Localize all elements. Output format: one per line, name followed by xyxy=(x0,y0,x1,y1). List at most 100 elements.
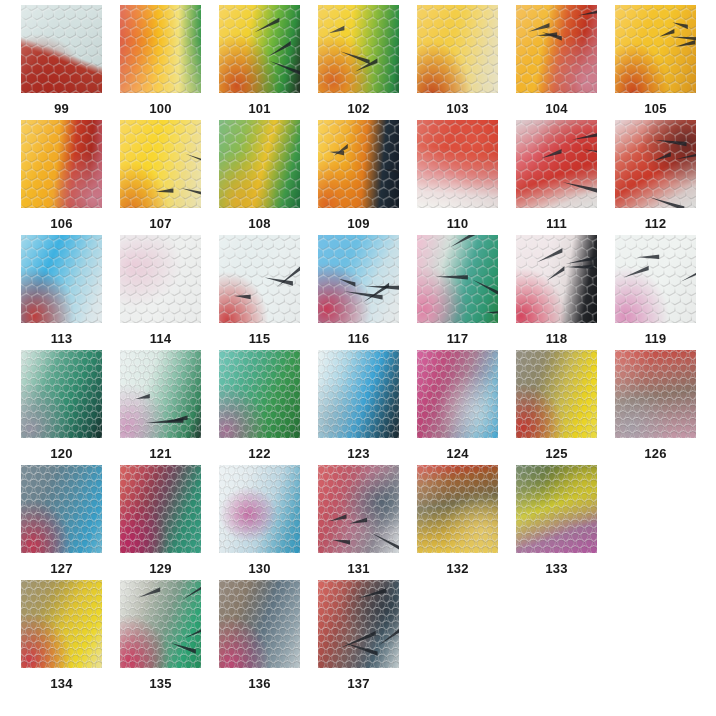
swatch-cell[interactable]: 115 xyxy=(219,235,300,345)
scale-texture-icon xyxy=(219,120,300,208)
swatch-thumbnail[interactable] xyxy=(120,5,201,93)
swatch-thumbnail[interactable] xyxy=(219,235,300,323)
swatch-cell[interactable]: 113 xyxy=(21,235,102,345)
swatch-number-label: 137 xyxy=(347,676,370,691)
swatch-thumbnail[interactable] xyxy=(219,580,300,668)
swatch-cell[interactable]: 108 xyxy=(219,120,300,230)
swatch-cell[interactable]: 132 xyxy=(417,465,498,575)
swatch-number-label: 107 xyxy=(149,216,172,231)
swatch-cell[interactable]: 107 xyxy=(120,120,201,230)
swatch-cell[interactable]: 117 xyxy=(417,235,498,345)
swatch-cell[interactable]: 109 xyxy=(318,120,399,230)
swatch-thumbnail[interactable] xyxy=(417,350,498,438)
swatch-number-label: 108 xyxy=(248,216,271,231)
swatch-thumbnail[interactable] xyxy=(516,235,597,323)
swatch-thumbnail[interactable] xyxy=(516,465,597,553)
scale-texture-icon xyxy=(615,5,696,93)
swatch-cell[interactable]: 105 xyxy=(615,5,696,115)
swatch-cell[interactable]: 101 xyxy=(219,5,300,115)
swatch-thumbnail[interactable] xyxy=(318,580,399,668)
swatch-number-label: 113 xyxy=(50,331,73,346)
swatch-cell[interactable]: 127 xyxy=(21,465,102,575)
scale-texture-icon xyxy=(21,465,102,553)
swatch-number-label: 121 xyxy=(149,446,172,461)
swatch-thumbnail[interactable] xyxy=(417,5,498,93)
swatch-cell[interactable]: 111 xyxy=(516,120,597,230)
swatch-cell[interactable]: 133 xyxy=(516,465,597,575)
swatch-thumbnail[interactable] xyxy=(219,465,300,553)
swatch-cell[interactable]: 126 xyxy=(615,350,696,460)
swatch-thumbnail[interactable] xyxy=(417,465,498,553)
swatch-number-label: 112 xyxy=(644,216,667,231)
swatch-thumbnail[interactable] xyxy=(21,465,102,553)
swatch-thumbnail[interactable] xyxy=(417,235,498,323)
swatch-cell[interactable]: 114 xyxy=(120,235,201,345)
scale-texture-icon xyxy=(120,465,201,553)
swatch-thumbnail[interactable] xyxy=(318,120,399,208)
swatch-thumbnail[interactable] xyxy=(120,580,201,668)
swatch-cell[interactable]: 110 xyxy=(417,120,498,230)
swatch-number-label: 131 xyxy=(347,561,370,576)
swatch-thumbnail[interactable] xyxy=(120,235,201,323)
swatch-number-label: 114 xyxy=(149,331,172,346)
swatch-cell[interactable]: 124 xyxy=(417,350,498,460)
swatch-cell[interactable]: 122 xyxy=(219,350,300,460)
swatch-thumbnail[interactable] xyxy=(219,350,300,438)
swatch-thumbnail[interactable] xyxy=(120,350,201,438)
swatch-thumbnail[interactable] xyxy=(318,235,399,323)
swatch-thumbnail[interactable] xyxy=(120,120,201,208)
swatch-thumbnail[interactable] xyxy=(21,5,102,93)
swatch-thumbnail[interactable] xyxy=(21,120,102,208)
swatch-thumbnail[interactable] xyxy=(219,120,300,208)
swatch-cell[interactable]: 103 xyxy=(417,5,498,115)
scale-texture-icon xyxy=(21,5,102,93)
swatch-thumbnail[interactable] xyxy=(516,350,597,438)
swatch-cell[interactable]: 136 xyxy=(219,580,300,690)
swatch-cell[interactable]: 135 xyxy=(120,580,201,690)
swatch-cell[interactable]: 125 xyxy=(516,350,597,460)
swatch-cell[interactable]: 129 xyxy=(120,465,201,575)
swatch-thumbnail[interactable] xyxy=(219,5,300,93)
swatch-cell[interactable]: 118 xyxy=(516,235,597,345)
swatch-thumbnail[interactable] xyxy=(318,350,399,438)
scale-texture-icon xyxy=(516,120,597,208)
swatch-cell[interactable]: 137 xyxy=(318,580,399,690)
swatch-thumbnail[interactable] xyxy=(21,580,102,668)
swatch-cell[interactable]: 100 xyxy=(120,5,201,115)
swatch-number-label: 111 xyxy=(546,216,567,231)
swatch-cell[interactable]: 104 xyxy=(516,5,597,115)
swatch-number-label: 103 xyxy=(446,101,469,116)
swatch-thumbnail[interactable] xyxy=(318,465,399,553)
swatch-cell[interactable]: 123 xyxy=(318,350,399,460)
swatch-cell[interactable]: 102 xyxy=(318,5,399,115)
swatch-thumbnail[interactable] xyxy=(516,120,597,208)
scale-texture-icon xyxy=(516,465,597,553)
swatch-thumbnail[interactable] xyxy=(615,350,696,438)
swatch-thumbnail[interactable] xyxy=(21,235,102,323)
swatch-cell[interactable]: 99 xyxy=(21,5,102,115)
swatch-cell[interactable]: 119 xyxy=(615,235,696,345)
swatch-cell[interactable]: 120 xyxy=(21,350,102,460)
swatch-cell[interactable]: 116 xyxy=(318,235,399,345)
scale-texture-icon xyxy=(21,580,102,668)
swatch-number-label: 124 xyxy=(446,446,469,461)
swatch-cell[interactable]: 130 xyxy=(219,465,300,575)
scale-texture-icon xyxy=(120,350,201,438)
swatch-cell[interactable]: 134 xyxy=(21,580,102,690)
swatch-cell[interactable]: 112 xyxy=(615,120,696,230)
swatch-thumbnail[interactable] xyxy=(120,465,201,553)
swatch-thumbnail[interactable] xyxy=(417,120,498,208)
scale-texture-icon xyxy=(516,235,597,323)
swatch-cell[interactable]: 121 xyxy=(120,350,201,460)
swatch-thumbnail[interactable] xyxy=(615,235,696,323)
swatch-thumbnail[interactable] xyxy=(21,350,102,438)
swatch-thumbnail[interactable] xyxy=(615,5,696,93)
swatch-thumbnail[interactable] xyxy=(516,5,597,93)
swatch-number-label: 110 xyxy=(446,216,469,231)
swatch-cell[interactable]: 106 xyxy=(21,120,102,230)
swatch-thumbnail[interactable] xyxy=(615,120,696,208)
swatch-number-label: 135 xyxy=(149,676,172,691)
swatch-thumbnail[interactable] xyxy=(318,5,399,93)
swatch-number-label: 101 xyxy=(248,101,271,116)
swatch-cell[interactable]: 131 xyxy=(318,465,399,575)
